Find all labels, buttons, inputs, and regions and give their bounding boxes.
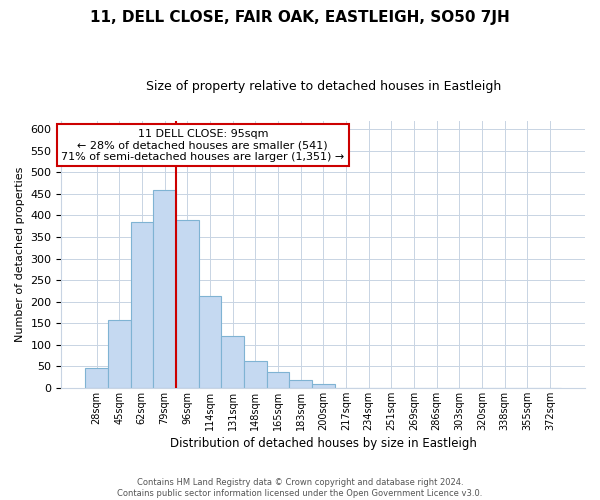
Y-axis label: Number of detached properties: Number of detached properties (15, 166, 25, 342)
X-axis label: Distribution of detached houses by size in Eastleigh: Distribution of detached houses by size … (170, 437, 476, 450)
Text: 11, DELL CLOSE, FAIR OAK, EASTLEIGH, SO50 7JH: 11, DELL CLOSE, FAIR OAK, EASTLEIGH, SO5… (90, 10, 510, 25)
Bar (244, 360, 266, 388)
Bar (312, 384, 335, 388)
Bar (153, 190, 176, 388)
Bar (85, 368, 108, 388)
Bar (289, 380, 312, 388)
Bar (108, 320, 131, 388)
Title: Size of property relative to detached houses in Eastleigh: Size of property relative to detached ho… (146, 80, 501, 93)
Bar (199, 296, 221, 388)
Bar (266, 372, 289, 388)
Text: Contains HM Land Registry data © Crown copyright and database right 2024.
Contai: Contains HM Land Registry data © Crown c… (118, 478, 482, 498)
Text: 11 DELL CLOSE: 95sqm
← 28% of detached houses are smaller (541)
71% of semi-deta: 11 DELL CLOSE: 95sqm ← 28% of detached h… (61, 128, 344, 162)
Bar (176, 220, 199, 388)
Bar (131, 222, 153, 388)
Bar (221, 336, 244, 388)
